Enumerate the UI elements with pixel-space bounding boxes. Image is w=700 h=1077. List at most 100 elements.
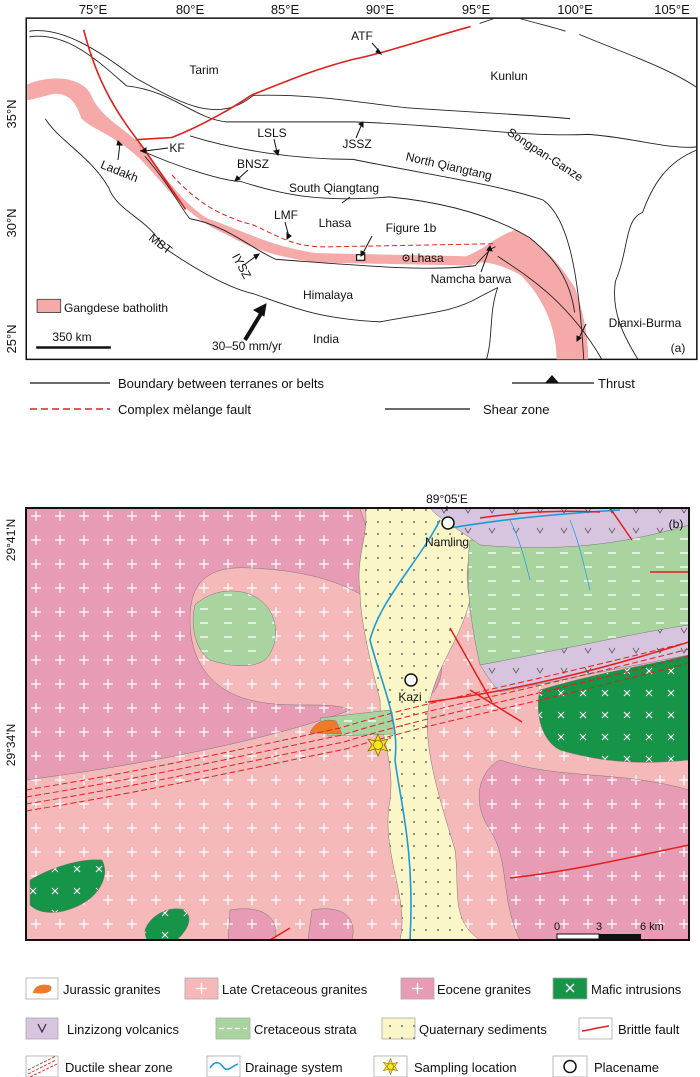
panel-b-lat-tick: 29°34'N xyxy=(4,724,18,766)
label-kf: KF xyxy=(169,141,184,155)
place-kazi: Kazi xyxy=(398,690,421,704)
legend-swatch-linzizong xyxy=(25,1017,59,1040)
legend-label: Ductile shear zone xyxy=(65,1060,173,1075)
sampling-location-icon xyxy=(367,732,389,758)
jurassic-granites-area xyxy=(309,719,343,735)
legend-thrust: Thrust xyxy=(598,376,635,391)
lat-tick: 35°N xyxy=(4,99,19,128)
scale-end: 6 km xyxy=(640,921,664,933)
panel-a-frame xyxy=(26,18,697,359)
sun-icon xyxy=(382,1057,399,1076)
label-arrows xyxy=(116,42,587,342)
panel-b-lon-tick: 89°05'E xyxy=(426,492,468,506)
panel-b-lat-tick: 29°41'N xyxy=(4,519,18,561)
lon-tick: 105°E xyxy=(654,2,690,17)
label-lsls: LSLS xyxy=(257,126,286,140)
jurassic-granite-icon xyxy=(33,984,52,994)
label-lhasa-city: Lhasa xyxy=(411,251,444,265)
mafic-intrusion-area xyxy=(537,654,689,763)
legend-label: Quaternary sediments xyxy=(419,1022,547,1037)
panel-a-map: 75°E 80°E 85°E 90°E 95°E 100°E 105°E 35°… xyxy=(4,2,697,359)
lhasa-city-dot xyxy=(405,257,407,259)
cretaceous-strata-area xyxy=(192,590,276,666)
legend-melange: Complex mèlange fault xyxy=(118,402,251,417)
terrane-boundaries xyxy=(29,19,696,360)
legend-swatch-quaternary xyxy=(381,1017,416,1040)
lon-ticks: 75°E 80°E 85°E 90°E 95°E 100°E 105°E xyxy=(79,2,690,17)
brittle-fault-icon xyxy=(581,1025,610,1032)
lat-ticks: 35°N 30°N 25°N xyxy=(4,99,19,353)
label-india: India xyxy=(313,332,339,346)
label-lhasa-terrane: Lhasa xyxy=(319,216,352,230)
panel-b-map: 89°05'E 29°41'N 29°34'N Namling Kazi (b)… xyxy=(4,492,690,941)
legend-swatch-cretaceous-strata xyxy=(215,1017,251,1040)
drainage-icon xyxy=(209,1061,239,1071)
label-bnsz: BNSZ xyxy=(237,157,269,171)
linzizong-volcanics-area xyxy=(479,624,689,693)
label-jssz: JSSZ xyxy=(342,137,371,151)
plus-icon xyxy=(412,983,423,994)
label-kunlun: Kunlun xyxy=(490,69,527,83)
lon-tick: 90°E xyxy=(366,2,395,17)
label-convergence-rate: 30–50 mm/yr xyxy=(212,339,282,353)
ductile-shear-icon xyxy=(27,1055,58,1077)
legend-label: Mafic intrusions xyxy=(591,982,682,997)
legend-label: Brittle fault xyxy=(618,1022,680,1037)
lon-tick: 80°E xyxy=(176,2,205,17)
label-gangdese-batholith: Gangdese batholith xyxy=(64,301,168,315)
scale-mid: 3 xyxy=(596,921,602,933)
placename-icon xyxy=(563,1059,577,1074)
legend-label: Cretaceous strata xyxy=(254,1022,357,1037)
legend-label: Sampling location xyxy=(414,1060,517,1075)
label-figure-1b: Figure 1b xyxy=(386,221,437,235)
scale-zero: 0 xyxy=(554,921,560,933)
lon-tick: 95°E xyxy=(462,2,491,17)
gangdese-legend-swatch xyxy=(37,299,61,312)
label-dianxi-burma: Dianxi-Burma xyxy=(609,316,682,330)
legend-label: Jurassic granites xyxy=(63,982,161,997)
label-himalaya: Himalaya xyxy=(303,288,353,302)
label-south-qiangtang: South Qiangtang xyxy=(289,181,379,195)
lon-tick: 75°E xyxy=(79,2,108,17)
karakoram-fault xyxy=(84,30,186,210)
placename-icon xyxy=(441,516,455,530)
lat-tick: 30°N xyxy=(4,208,19,237)
melange-fault xyxy=(172,175,493,247)
panel-a-legend: Boundary between terranes or belts Thrus… xyxy=(30,375,635,417)
legend-label: Drainage system xyxy=(245,1060,343,1075)
panel-b-scale-bar: 0 3 6 km xyxy=(554,921,664,940)
v-icon xyxy=(37,1023,47,1034)
legend-label: Placename xyxy=(594,1060,659,1075)
lon-tick: 85°E xyxy=(271,2,300,17)
gangdese-batholith-area xyxy=(27,78,589,360)
placename-icon xyxy=(404,673,418,687)
panel-b-frame xyxy=(25,507,690,941)
lon-tick: 100°E xyxy=(557,2,593,17)
label-atf: ATF xyxy=(351,29,373,43)
lat-tick: 25°N xyxy=(4,324,19,353)
label-tarim: Tarim xyxy=(189,63,218,77)
thrust-triangle-icon xyxy=(545,375,559,383)
ductile-shear-zone xyxy=(26,641,689,812)
label-lmf: LMF xyxy=(274,208,298,222)
lhasa-city-marker xyxy=(402,254,410,262)
panel-b-tag: (b) xyxy=(669,517,684,531)
panel-a-tag: (a) xyxy=(671,341,686,355)
cross-icon xyxy=(565,983,575,993)
brittle-faults xyxy=(268,508,689,940)
panel-b-legend: Jurassic granites Late Cretaceous granit… xyxy=(25,977,682,1077)
legend-boundary: Boundary between terranes or belts xyxy=(118,376,324,391)
label-namcha-barwa: Namcha barwa xyxy=(431,272,512,286)
legend-label: Eocene granites xyxy=(437,982,531,997)
eocene-granites-area xyxy=(478,759,689,940)
mafic-intrusion-area xyxy=(29,859,105,913)
altyn-tagh-fault xyxy=(136,27,471,140)
legend-label: Linzizong volcanics xyxy=(67,1022,180,1037)
scale-label: 350 km xyxy=(52,330,91,344)
legend-shear: Shear zone xyxy=(483,402,550,417)
plus-icon xyxy=(196,983,207,994)
legend-label: Late Cretaceous granites xyxy=(222,982,368,997)
place-namling: Namling xyxy=(425,535,469,549)
mafic-intrusion-area xyxy=(144,908,190,940)
